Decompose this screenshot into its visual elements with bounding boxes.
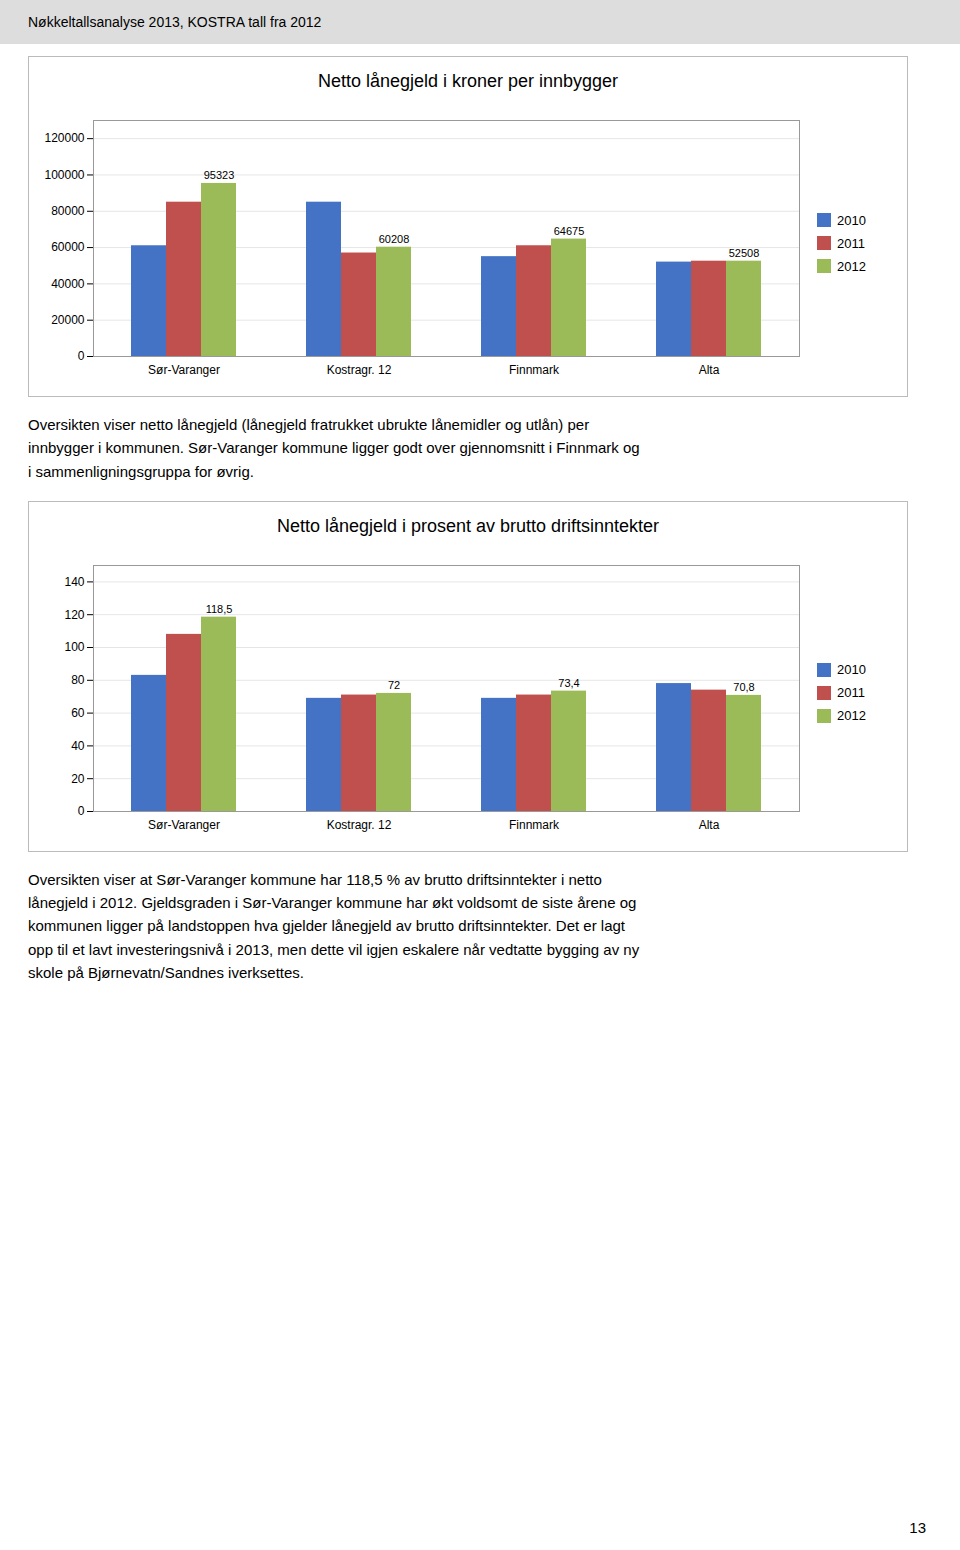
svg-text:70,8: 70,8 [733,681,754,693]
svg-text:120: 120 [64,607,84,621]
html-text:2011: 2011 [837,685,865,701]
html-text:kommunen ligger på landstoppen: kommunen ligger på landstoppen hva gjeld… [28,917,625,935]
svg-text:95323: 95323 [204,169,235,181]
svg-text:20000: 20000 [51,313,85,327]
svg-text:Alta: Alta [699,363,720,377]
svg-text:72: 72 [388,679,400,691]
html-text:skole på Bjørnevatn/Sandnes iv: skole på Bjørnevatn/Sandnes iverksettes. [28,963,304,981]
html-text:Oversikten viser at Sør-Varang: Oversikten viser at Sør-Varanger kommune… [28,870,602,888]
html-text:2010: 2010 [837,212,866,228]
svg-text:Sør-Varanger: Sør-Varanger [148,818,220,832]
svg-text:140: 140 [64,574,84,588]
svg-text:Kostragr. 12: Kostragr. 12 [327,818,392,832]
html-text:13: 13 [909,1519,926,1536]
svg-text:0: 0 [78,349,85,363]
svg-text:Finnmark: Finnmark [509,363,560,377]
svg-text:Finnmark: Finnmark [509,818,560,832]
html-text:2010: 2010 [837,662,866,678]
svg-text:60000: 60000 [51,240,85,254]
html-text:Nøkkeltallsanalyse 2013, KOSTR: Nøkkeltallsanalyse 2013, KOSTRA tall fra… [28,14,322,30]
html-text:i sammenligningsgruppa for øvr: i sammenligningsgruppa for øvrig. [28,462,254,480]
html-text:2012: 2012 [837,708,866,724]
svg-text:120000: 120000 [44,131,84,145]
html-text:Netto lånegjeld i kroner per i: Netto lånegjeld i kroner per innbygger [317,71,619,91]
svg-text:118,5: 118,5 [206,603,233,615]
html-text:Oversikten viser netto lånegje: Oversikten viser netto lånegjeld (lånegj… [28,416,590,433]
svg-text:Sør-Varanger: Sør-Varanger [148,363,220,377]
svg-text:73,4: 73,4 [558,677,579,689]
svg-text:60208: 60208 [379,233,410,245]
svg-text:60: 60 [71,706,85,720]
html-text:opp til et lavt investeringsni: opp til et lavt investeringsnivå i 2013,… [28,940,640,958]
html-text:2011: 2011 [837,235,865,251]
svg-text:100000: 100000 [44,168,84,182]
svg-text:40: 40 [71,738,85,752]
svg-text:100: 100 [64,640,84,654]
svg-text:52508: 52508 [729,247,760,259]
svg-text:80000: 80000 [51,204,85,218]
svg-text:Alta: Alta [699,818,720,832]
svg-text:20: 20 [71,771,85,785]
html-text:lånegjeld i 2012. Gjeldsgraden: lånegjeld i 2012. Gjeldsgraden i Sør-Var… [28,894,637,911]
html-text:2012: 2012 [837,258,866,274]
svg-text:40000: 40000 [51,277,85,291]
svg-text:80: 80 [71,673,85,687]
svg-text:64675: 64675 [554,225,585,237]
svg-text:0: 0 [78,804,85,818]
html-text:innbygger i kommunen. Sør-Vara: innbygger i kommunen. Sør-Varanger kommu… [28,439,640,457]
html-text:Netto lånegjeld i prosent av b: Netto lånegjeld i prosent av brutto drif… [276,515,660,536]
svg-text:Kostragr. 12: Kostragr. 12 [327,363,392,377]
